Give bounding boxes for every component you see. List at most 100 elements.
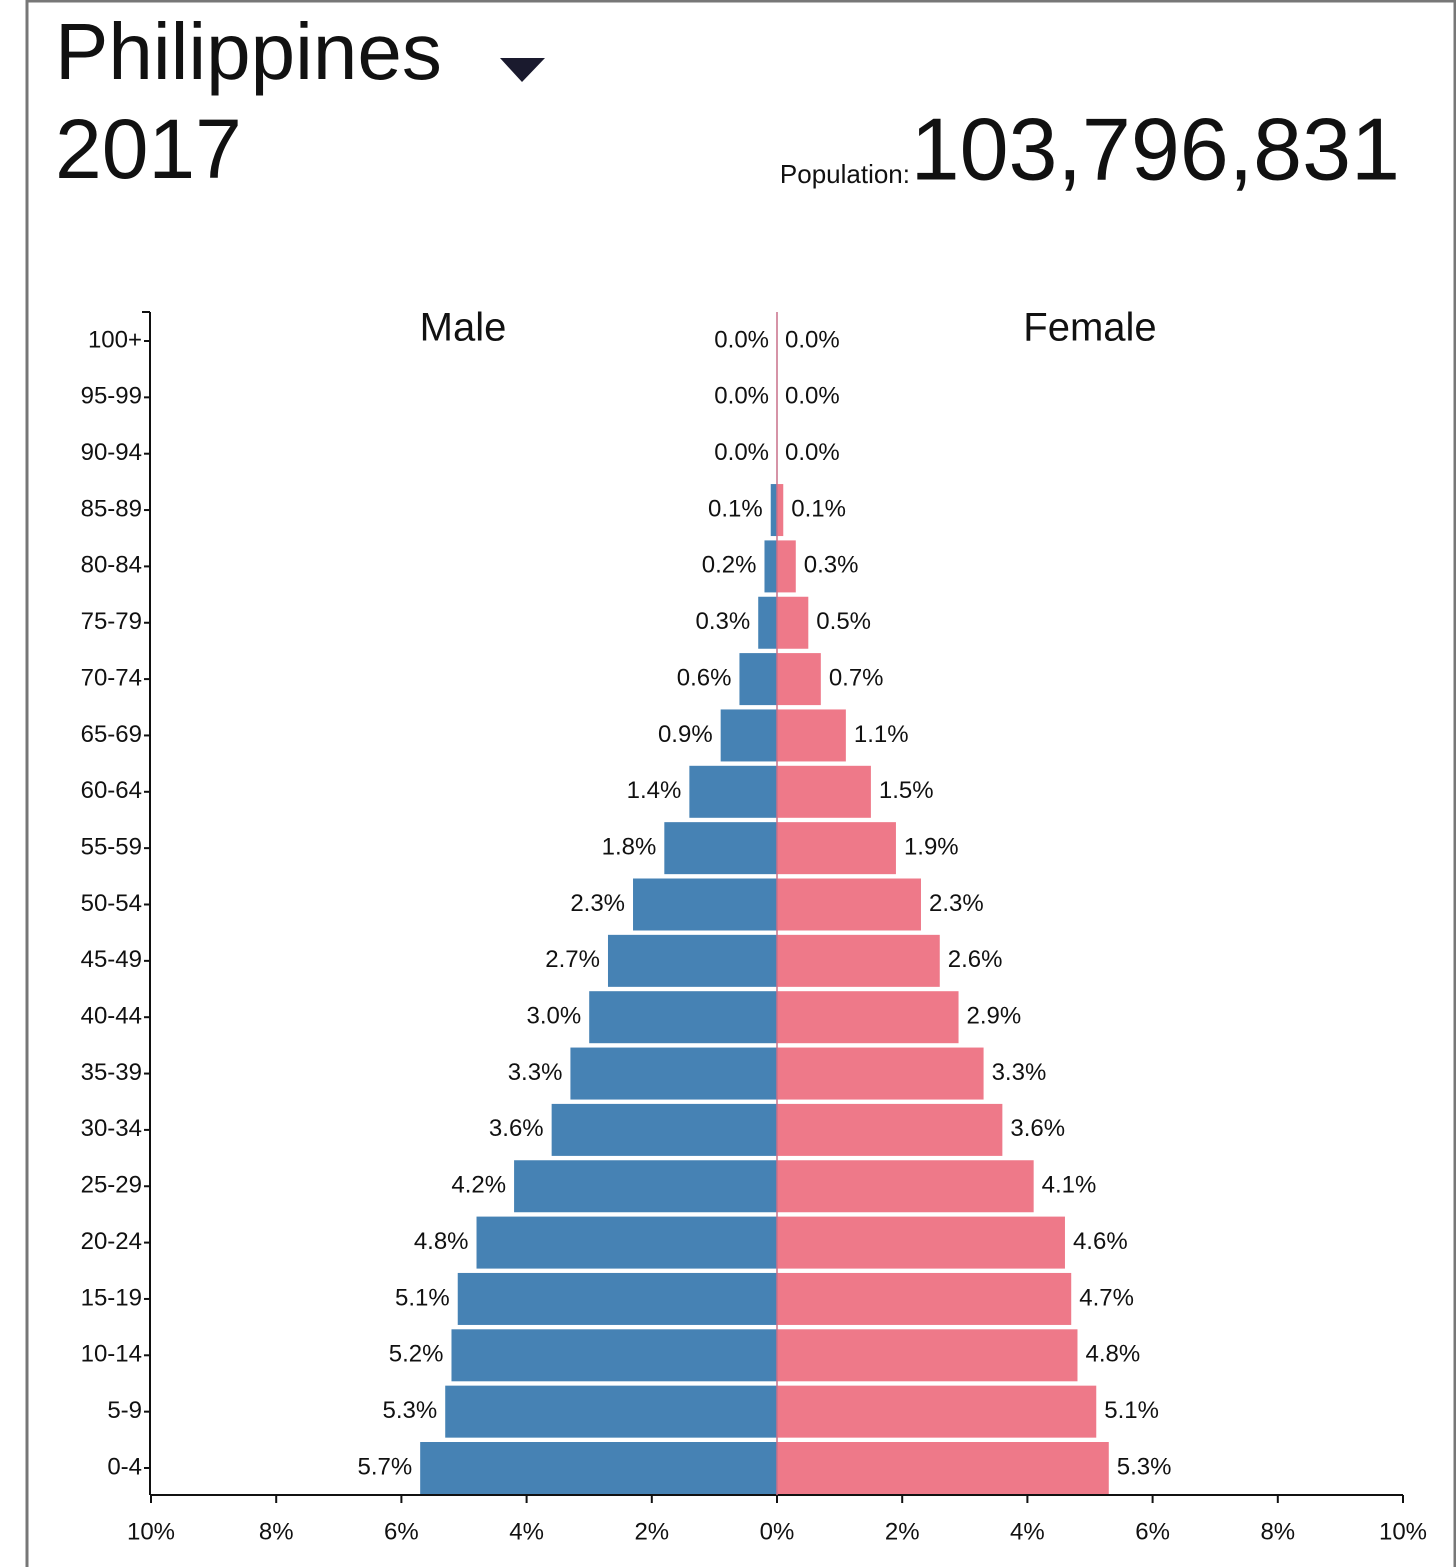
dropdown-arrow[interactable] [500,58,545,82]
value-label: 5.1% [395,1284,450,1311]
year: 2017 [55,102,242,196]
value-label: 3.3% [508,1059,563,1086]
x-tick-label: 4% [1010,1518,1045,1545]
value-label: 0.0% [714,326,769,353]
female-bar [777,934,940,987]
value-label: 5.3% [383,1397,438,1424]
male-bar [420,1442,777,1494]
female-bar [777,1442,1109,1494]
female-bar [777,991,959,1044]
female-bar [777,1329,1078,1382]
male-bar [770,484,777,537]
y-tick-label: 25-29 [81,1172,142,1199]
value-label: 0.9% [658,721,713,748]
female-bar [777,878,921,931]
x-tick-label: 8% [1260,1518,1295,1545]
y-tick-label: 80-84 [81,552,142,579]
female-bar [777,1272,1072,1325]
y-tick-label: 20-24 [81,1228,142,1255]
x-tick-label: 6% [384,1518,419,1545]
male-bar [451,1329,777,1382]
y-tick-label: 55-59 [81,833,142,860]
value-label: 3.6% [1010,1115,1065,1142]
y-tick-label: 95-99 [81,383,142,410]
male-bar [476,1216,777,1269]
female-bar [777,1047,984,1100]
value-label: 0.0% [785,326,840,353]
legend-female: Female [1023,306,1156,350]
population-value: 103,796,831 [911,99,1400,198]
value-label: 5.7% [357,1453,412,1480]
male-bar [739,653,777,706]
male-bar [633,878,777,931]
value-label: 2.9% [967,1003,1022,1030]
y-tick-label: 75-79 [81,608,142,635]
value-label: 3.0% [526,1003,581,1030]
value-label: 0.3% [804,552,859,579]
value-label: 1.8% [602,833,657,860]
female-bar [777,765,871,818]
x-tick-label: 2% [885,1518,920,1545]
x-tick-label: 10% [1379,1518,1427,1545]
y-tick-label: 15-19 [81,1284,142,1311]
value-label: 0.0% [714,439,769,466]
value-label: 3.6% [489,1115,544,1142]
y-tick-label: 85-89 [81,495,142,522]
female-bar [777,822,896,875]
value-label: 0.0% [714,383,769,410]
female-bar [777,709,846,762]
value-label: 0.0% [785,439,840,466]
value-label: 0.3% [696,608,751,635]
female-bar [777,1385,1097,1438]
y-tick-label: 90-94 [81,439,142,466]
y-tick-label: 70-74 [81,664,142,691]
value-label: 0.7% [829,664,884,691]
value-label: 4.8% [414,1228,469,1255]
value-label: 4.6% [1073,1228,1128,1255]
value-label: 2.3% [929,890,984,917]
value-label: 5.1% [1104,1397,1159,1424]
value-label: 1.1% [854,721,909,748]
female-bar [777,1160,1034,1213]
value-label: 3.3% [992,1059,1047,1086]
x-tick-label: 0% [760,1518,795,1545]
y-tick-label: 45-49 [81,946,142,973]
female-bar [777,1103,1003,1156]
y-tick-label: 0-4 [107,1453,142,1480]
value-label: 2.6% [948,946,1003,973]
y-tick-label: 100+ [88,326,142,353]
frame [25,0,1456,1567]
male-bar [664,822,777,875]
population-label: Population: [780,159,910,189]
x-tick-label: 10% [127,1518,175,1545]
country-title[interactable]: Philippines [55,7,442,96]
value-label: 5.3% [1117,1453,1172,1480]
male-bar [589,991,777,1044]
value-label: 0.1% [791,495,846,522]
female-bar [777,653,821,706]
y-tick-label: 30-34 [81,1115,142,1142]
male-bar [445,1385,777,1438]
value-label: 4.1% [1042,1172,1097,1199]
y-tick-label: 40-44 [81,1003,142,1030]
y-tick-label: 5-9 [107,1397,142,1424]
x-tick-label: 8% [259,1518,294,1545]
male-bar [551,1103,777,1156]
value-label: 1.4% [627,777,682,804]
male-bar [457,1272,777,1325]
value-label: 2.3% [570,890,625,917]
female-bar [777,484,784,537]
male-bar [689,765,777,818]
female-bar [777,540,796,593]
x-tick-label: 6% [1135,1518,1170,1545]
value-label: 4.8% [1085,1341,1140,1368]
male-bar [570,1047,777,1100]
value-label: 2.7% [545,946,600,973]
value-label: 4.2% [451,1172,506,1199]
value-label: 4.7% [1079,1284,1134,1311]
y-tick-label: 65-69 [81,721,142,748]
value-label: 1.9% [904,833,959,860]
value-label: 5.2% [389,1341,444,1368]
female-bar [777,1216,1065,1269]
